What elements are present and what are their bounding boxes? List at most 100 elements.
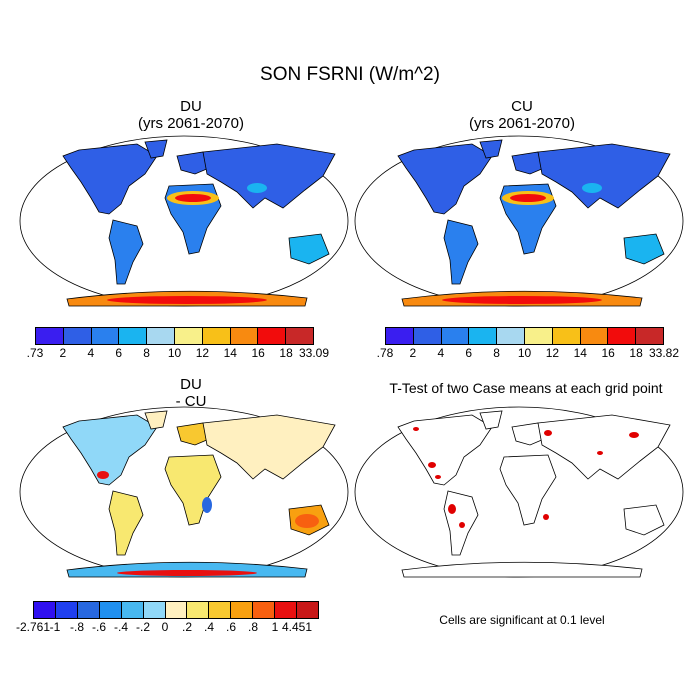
colorbar-tick-label: 33.82 [648,346,680,360]
colorbar-tick-label: -.4 [113,620,129,634]
colorbar-du-labels: .73 2 4 6 8 10 12 14 16 18 33.09 [27,346,329,362]
colorbar-tick-label: 0 [161,620,169,634]
colorbar-cell [187,602,210,618]
colorbar-tick-label: 2 [409,346,417,360]
colorbar-cell [147,328,175,344]
landmass-australia [623,233,665,265]
colorbar-tick-label: 14 [223,346,237,360]
colorbar-cell [441,328,470,344]
panel-cu-title-line1: CU [511,98,533,115]
sahara-core [175,194,211,202]
colorbar-cell [77,602,100,618]
colorbar-tick-label: 12 [195,346,210,360]
panel-du-title: DU (yrs 2061-2070) [35,98,347,132]
landmass-australia [623,504,665,536]
colorbar-cell [121,602,144,618]
colorbar-cell [636,328,663,344]
colorbar-tick-label: .2 [181,620,193,634]
landmass-asia [537,414,671,480]
colorbar-cell [165,602,188,618]
landmass-europe [511,422,545,446]
significant-cell [597,451,603,455]
landmass-greenland [144,139,168,159]
significant-cell [428,462,436,468]
figure-title: SON FSRNI (W/m^2) [260,64,440,85]
colorbar-cell [297,602,318,618]
panel-diff-title: DU - CU [35,376,347,410]
colorbar-tick-label: -2.761 [15,620,51,634]
colorbar-tick-label: 14 [573,346,587,360]
colorbar-cell [99,602,122,618]
colorbar-tick-label: -1 [49,620,61,634]
colorbar-tick-label: -.8 [69,620,85,634]
colorbar-cell [174,328,203,344]
colorbar-cu [385,327,664,345]
colorbar-cell [91,328,120,344]
diff-anomaly-mexico [97,471,109,479]
landmass-antarctica [401,561,643,578]
map-du [19,135,349,307]
colorbar-tick-label: 10 [167,346,182,360]
colorbar-tick-label: 12 [545,346,560,360]
landmass-south-america [108,219,144,285]
colorbar-tick-label: 4 [87,346,95,360]
landmass-greenland [479,410,503,430]
colorbar-tick-label: .73 [26,346,44,360]
landmass-europe [176,151,210,175]
colorbar-tick-label: 16 [601,346,615,360]
colorbar-tick-label: 1 [271,620,279,634]
landmass-australia [288,233,330,265]
panel-cu-title-line2: (yrs 2061-2070) [469,115,575,132]
panel-diff-title-line1: DU [180,376,202,393]
colorbar-cell [34,602,56,618]
colorbar-tick-label: 2 [59,346,67,360]
colorbar-cell [497,328,525,344]
significant-cell [448,504,456,514]
colorbar-cell [386,328,414,344]
landmass-asia [537,143,671,209]
diff-anomaly-antarctica [117,570,257,576]
colorbar-cell [552,328,581,344]
colorbar-tick-label: 8 [143,346,150,360]
colorbar-tick-label: 6 [115,346,123,360]
colorbar-cell [524,328,553,344]
colorbar-cell [63,328,92,344]
significant-cell [435,475,441,479]
colorbar-cell [253,602,276,618]
sahara-core [510,194,546,202]
panel-du-title-line1: DU [180,98,202,115]
landmass-south-america [108,490,144,556]
colorbar-du [35,327,314,345]
colorbar-tick-label: 6 [465,346,473,360]
colorbar-tick-label: .6 [225,620,237,634]
colorbar-tick-label: 8 [493,346,500,360]
panel-ttest-title: T-Test of two Case means at each grid po… [389,380,663,396]
panel-cu-title: CU (yrs 2061-2070) [366,98,678,132]
colorbar-cell [119,328,148,344]
colorbar-cell [580,328,609,344]
landmass-greenland [144,410,168,430]
landmass-europe [176,422,210,446]
significant-cell [629,432,639,438]
colorbar-tick-label: 33.09 [298,346,330,360]
landmass-africa [164,454,222,526]
colorbar-tick-label: -.6 [91,620,107,634]
landmass-south-america [443,219,479,285]
colorbar-tick-label: -.2 [135,620,151,634]
landmass-europe [511,151,545,175]
colorbar-cell [55,602,78,618]
colorbar-tick-label: .4 [203,620,215,634]
colorbar-tick-label: 4.451 [281,620,313,634]
colorbar-tick-label: .78 [376,346,394,360]
colorbar-tick-label: .8 [247,620,259,634]
significance-note: Cells are significant at 0.1 level [439,613,605,627]
diff-anomaly-australia [295,514,319,528]
antarctica-core [442,296,602,304]
colorbar-cell [143,602,166,618]
colorbar-cell [202,328,231,344]
landmass-greenland [479,139,503,159]
panel-diff-title-line2: - CU [175,393,207,410]
map-diff [19,406,349,578]
arabia-region [247,183,267,193]
colorbar-cell [258,328,287,344]
